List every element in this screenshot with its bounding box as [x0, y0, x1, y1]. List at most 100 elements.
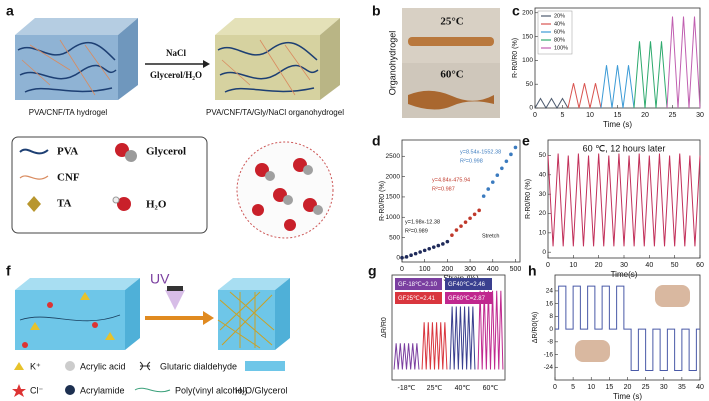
data-point — [404, 255, 409, 259]
data-point — [495, 173, 500, 178]
block-side — [320, 18, 340, 100]
legend-box — [537, 10, 573, 55]
temperature: 25°C — [440, 16, 463, 28]
data-point — [472, 212, 477, 217]
legend-label: GF25℃=2.41 — [398, 296, 436, 302]
data-point — [509, 152, 513, 157]
x-tick-label: 25℃ — [427, 385, 443, 392]
hand — [575, 340, 610, 362]
legend-label: H₂O — [146, 199, 167, 211]
y-tick-label: 20 — [539, 210, 547, 217]
molecules — [265, 165, 323, 215]
x-tick-label: 5 — [561, 112, 565, 119]
legend-icon — [65, 385, 75, 395]
legend-box — [395, 278, 442, 290]
legend-icon — [19, 175, 49, 180]
data-point — [454, 228, 459, 232]
arrow-head — [203, 311, 214, 325]
data-line — [567, 83, 602, 109]
x-tick-label: 60 — [696, 262, 704, 269]
annotation: R²=0.998 — [460, 158, 483, 164]
panel-label: c — [512, 3, 520, 19]
legend-icon — [65, 361, 75, 371]
uv-beam — [165, 290, 185, 310]
plot-frame — [391, 274, 506, 381]
data-line — [555, 285, 700, 371]
plot-frame — [401, 139, 521, 263]
caption: PVA/CNF/TA hydrogel — [29, 108, 108, 117]
y-tick-label: 8 — [549, 313, 553, 320]
legend-label: Poly(vinyl alcohol) — [175, 385, 248, 395]
legend-label: Glycerol — [146, 146, 186, 158]
legend-label: TA — [57, 198, 72, 210]
data-line — [449, 306, 476, 370]
panel-label: f — [6, 263, 11, 279]
y-tick-label: 1000 — [386, 214, 401, 221]
photo-top — [402, 8, 500, 63]
legend-icon — [117, 197, 131, 211]
legend-icon — [134, 387, 171, 393]
y-tick-label: 50 — [526, 81, 534, 88]
particles — [22, 302, 98, 348]
annotation: y=1.98x-12.38 — [405, 219, 440, 225]
temperature: 60°C — [440, 69, 463, 81]
data-point — [486, 187, 491, 191]
annotation: y=8.54x-1552.38 — [460, 149, 501, 155]
block-top — [15, 278, 140, 290]
x-tick-label: 10 — [587, 384, 595, 391]
y-tick-label: 40 — [539, 172, 547, 179]
legend-label: Glutaric dialdehyde — [160, 361, 237, 371]
block-side — [125, 278, 140, 350]
panel-label: a — [6, 3, 14, 19]
chain — [19, 314, 121, 322]
legend-icon — [19, 148, 49, 155]
y-axis-label: ΔR/R0(%) — [532, 312, 539, 344]
legend-label: PVA — [57, 146, 78, 158]
data-point — [413, 251, 418, 256]
y-tick-label: 150 — [522, 33, 533, 40]
x-tick-label: 20 — [595, 262, 603, 269]
x-tick-label: 25 — [642, 384, 650, 391]
y-tick-label: -24 — [544, 364, 554, 371]
arrow-head — [203, 60, 210, 68]
legend-label: H₂O/Glycerol — [235, 385, 288, 395]
block-top — [218, 278, 290, 290]
legend-icon — [115, 143, 129, 157]
arrow-label: NaCl — [166, 48, 186, 58]
x-tick-label: 0 — [400, 266, 404, 273]
legend-box — [395, 292, 442, 304]
data-point — [427, 246, 432, 251]
x-tick-label: 300 — [464, 266, 476, 273]
data-line — [666, 16, 701, 109]
x-tick-label: 0 — [553, 384, 557, 391]
data-line — [547, 153, 701, 247]
legend-icon — [12, 384, 26, 397]
cnf-fibers — [21, 39, 111, 96]
y-axis-label: ΔR/R0 — [381, 317, 388, 338]
side-label: Organohydrogel — [387, 31, 397, 96]
data-point — [418, 250, 422, 254]
panel-label: d — [372, 133, 381, 149]
x-tick-label: -18℃ — [398, 385, 416, 392]
legend-icon — [27, 196, 41, 212]
x-tick-label: 20 — [641, 112, 649, 119]
panel-label: b — [372, 3, 381, 19]
network — [217, 291, 275, 349]
legend-label: 100% — [554, 45, 568, 51]
x-tick-label: 35 — [678, 384, 686, 391]
x-tick-label: 30 — [660, 384, 668, 391]
x-tick-label: 400 — [487, 266, 499, 273]
x-tick-label: 5 — [571, 384, 575, 391]
annotation: y=4.84x-475.94 — [432, 177, 470, 183]
x-axis-label: Time (s) — [613, 392, 642, 401]
annotation: R²=0.987 — [432, 186, 455, 192]
data-point — [481, 194, 486, 198]
chart-title: 60 ℃, 12 hours later — [583, 143, 666, 153]
arrow-label: Glycerol/H₂O — [150, 70, 202, 80]
y-tick-label: 100 — [522, 57, 533, 64]
y-tick-label: 0 — [549, 326, 553, 333]
data-point — [422, 248, 427, 253]
legend-label: Acrylic acid — [80, 361, 126, 371]
x-axis-label: Time (s) — [603, 120, 632, 129]
data-point — [450, 233, 454, 237]
